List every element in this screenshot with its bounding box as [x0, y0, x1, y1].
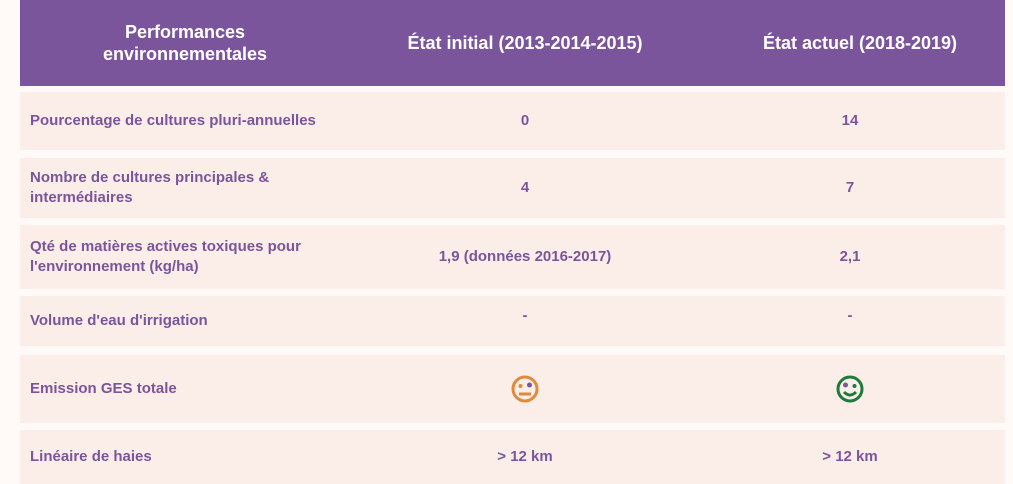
row-label: Nombre de cultures principales & intermé… [30, 169, 270, 206]
cell: 4 [520, 179, 530, 196]
cell: > 12 km [822, 448, 878, 465]
cell: - [522, 307, 528, 324]
table-row: Volume d'eau d'irrigation - - [20, 296, 1005, 346]
header-row: Performances environnementales État init… [20, 0, 1005, 86]
row-label: Pourcentage de cultures pluri-annuelles [30, 112, 316, 129]
table-row: Nombre de cultures principales & intermé… [20, 158, 1005, 218]
cell: 1,9 (données 2016-2017) [438, 248, 612, 265]
row-label: Volume d'eau d'irrigation [30, 312, 208, 329]
header-cell: Performances environnementales [102, 22, 268, 64]
table-row: Emission GES totale [20, 355, 1005, 423]
cell [360, 355, 690, 423]
neutral-face-icon [511, 375, 539, 403]
table-row: Qté de matières actives toxiques pour l'… [20, 225, 1005, 289]
cell: - [847, 307, 853, 324]
cell: 0 [520, 112, 530, 129]
header-cell: État actuel (2018-2019) [762, 33, 958, 53]
smiley-face-icon [836, 375, 864, 403]
row-label: Qté de matières actives toxiques pour l'… [30, 238, 301, 275]
cell: > 12 km [497, 448, 553, 465]
cell [700, 355, 1000, 423]
cell: 14 [841, 112, 859, 129]
table-row: Pourcentage de cultures pluri-annuelles … [20, 92, 1005, 150]
row-label: Emission GES totale [30, 380, 177, 397]
header-cell: État initial (2013-2014-2015) [407, 33, 643, 53]
row-label: Linéaire de haies [30, 448, 152, 465]
table-row: Linéaire de haies > 12 km > 12 km [20, 430, 1005, 484]
cell: 2,1 [839, 248, 861, 265]
cell: 7 [845, 179, 855, 196]
